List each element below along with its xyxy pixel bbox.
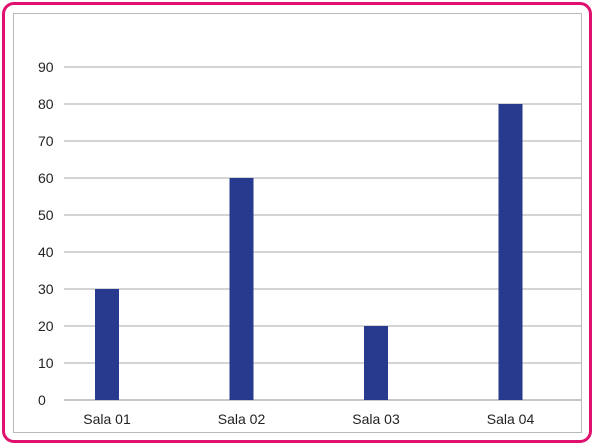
y-tick-label: 50 [38, 207, 54, 223]
grid-layer [64, 66, 581, 401]
y-tick-label: 10 [38, 355, 54, 371]
y-tick-label: 20 [38, 318, 54, 334]
y-axis-tick-labels: 0 10 20 30 40 50 60 70 80 90 [38, 59, 54, 408]
bar-sala-01 [95, 289, 119, 400]
y-tick-label: 0 [38, 392, 46, 408]
bar-sala-04 [498, 104, 523, 400]
y-tick-label: 80 [38, 96, 54, 112]
bars-layer [95, 104, 523, 400]
chart-panel: 0 10 20 30 40 50 60 70 80 90 Sala 01 Sala 02 Sala 0… [13, 13, 582, 433]
y-tick-label: 60 [38, 170, 54, 186]
x-tick-label: Sala 02 [218, 411, 266, 427]
x-tick-label: Sala 03 [352, 411, 400, 427]
y-tick-label: 30 [38, 281, 54, 297]
x-tick-label: Sala 04 [487, 411, 535, 427]
x-axis-tick-labels: Sala 01 Sala 02 Sala 03 Sala 04 [83, 411, 534, 427]
y-tick-label: 90 [38, 59, 54, 75]
x-tick-label: Sala 01 [83, 411, 131, 427]
y-tick-label: 70 [38, 133, 54, 149]
bar-sala-02 [229, 178, 254, 400]
bar-sala-03 [364, 326, 388, 400]
y-tick-label: 40 [38, 244, 54, 260]
